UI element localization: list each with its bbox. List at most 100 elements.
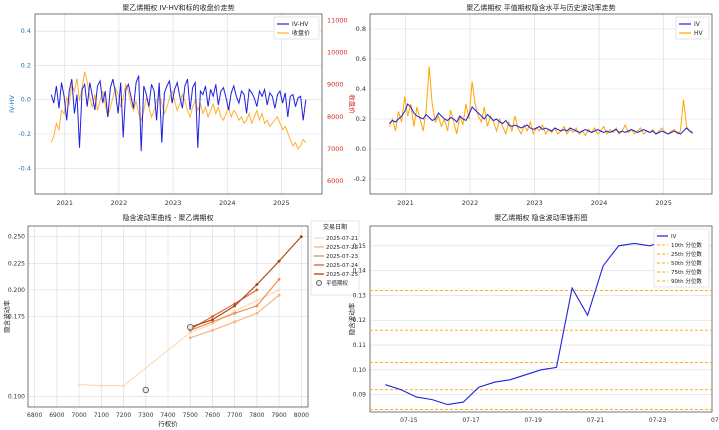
data-point bbox=[233, 302, 237, 306]
series-line-1 bbox=[388, 66, 693, 137]
data-point bbox=[277, 288, 281, 292]
legend-label: 50th 分位数 bbox=[671, 259, 702, 267]
legend-label: 2025-07-23 bbox=[326, 254, 358, 260]
data-point bbox=[188, 331, 192, 334]
legend-label: 平值期权 bbox=[326, 279, 349, 287]
x-tick-label: 2022 bbox=[462, 199, 479, 207]
y-tick-label: 0.4 bbox=[356, 85, 366, 93]
data-point bbox=[77, 383, 81, 387]
y-tick-label: 0.200 bbox=[8, 287, 25, 294]
chart-iv-hv: 2021 2022 2023 2024 2025 0.4 0.2 0.0 -0.2 -0.4 110… bbox=[8, 3, 357, 207]
x-tick-label: 7300 bbox=[138, 412, 153, 419]
x-tick-label: 8000 bbox=[294, 412, 309, 419]
series-line-4 bbox=[190, 236, 302, 328]
y-tick-label: 0.225 bbox=[8, 260, 25, 267]
legend-label: HV bbox=[694, 30, 704, 37]
chart-iv-smile: 6800 6900 7000 7100 7200 7300 7400 7500 7600 7700… bbox=[2, 213, 360, 428]
x-tick-label: 07-15 bbox=[400, 417, 418, 424]
data-point bbox=[277, 293, 281, 297]
y-tick-label: 0.09 bbox=[353, 392, 367, 399]
legend-label: IV bbox=[671, 234, 677, 240]
chart-iv-smile-frame bbox=[27, 225, 309, 408]
series-line-0 bbox=[79, 289, 280, 387]
series-line-0 bbox=[385, 240, 697, 406]
legend-label: 收盘价 bbox=[292, 29, 310, 37]
atm-marker bbox=[187, 323, 194, 331]
legend-label: IV bbox=[694, 21, 701, 28]
data-point bbox=[233, 304, 237, 308]
y-right-tick-label: 10000 bbox=[327, 49, 348, 57]
y-tick-label: 0.11 bbox=[353, 342, 367, 349]
x-tick-label: 2024 bbox=[219, 199, 236, 207]
x-tick-label: 7000 bbox=[71, 412, 86, 419]
y-axis-label: 隐含波动率 bbox=[347, 302, 356, 335]
chart-title: 聚乙烯期权 IV-HV和标的收盘价走势 bbox=[122, 3, 234, 12]
data-point bbox=[233, 309, 237, 313]
x-tick-label: 07-21 bbox=[587, 417, 605, 424]
x-tick-label: 2023 bbox=[165, 199, 182, 207]
x-tick-label: 2022 bbox=[111, 199, 128, 207]
data-point bbox=[122, 384, 125, 388]
y-right-tick-label: 9000 bbox=[327, 81, 344, 89]
y-axis-label: 隐含波动率 bbox=[2, 300, 11, 333]
legend-box bbox=[675, 16, 710, 40]
x-tick-label: 07-23 bbox=[649, 417, 667, 424]
legend-label: 75th 分位数 bbox=[671, 268, 702, 276]
legend-label: 2025-07-24 bbox=[326, 263, 358, 269]
x-tick-label: 07-19 bbox=[525, 417, 543, 424]
data-point bbox=[211, 318, 214, 322]
data-point bbox=[211, 315, 214, 318]
legend: IV HV bbox=[675, 16, 710, 40]
legend-label: IV-HV bbox=[292, 21, 309, 28]
x-tick-label: 07-17 bbox=[462, 417, 480, 424]
y-tick-label: 0.2 bbox=[356, 115, 366, 123]
y-tick-label: 0.100 bbox=[8, 393, 25, 400]
chart-iv-cone-frame bbox=[369, 225, 713, 413]
y-tick-label: -0.2 bbox=[353, 175, 366, 183]
x-tick-label: 2024 bbox=[591, 199, 608, 207]
atm-marker bbox=[142, 386, 149, 394]
data-point bbox=[233, 320, 237, 324]
y-tick-label: 0.15 bbox=[353, 243, 367, 250]
data-point bbox=[188, 336, 192, 340]
data-point bbox=[255, 299, 259, 302]
series-line-0 bbox=[389, 103, 693, 135]
legend-label: 25th 分位数 bbox=[671, 250, 702, 258]
x-tick-label: 7400 bbox=[160, 412, 175, 419]
chart-title: 聚乙烯期权 平值期权隐含水平与历史波动率走势 bbox=[466, 3, 615, 12]
y-tick-label: 0.10 bbox=[353, 367, 367, 374]
legend-label: 10th 分位数 bbox=[671, 241, 702, 249]
x-tick-label: 7900 bbox=[271, 412, 286, 419]
x-tick-label: 6800 bbox=[27, 412, 42, 419]
y-tick-label: 0.14 bbox=[353, 268, 367, 275]
legend-label: 90th 分位数 bbox=[671, 277, 702, 285]
y-tick-label: 0.4 bbox=[21, 27, 31, 35]
y-tick-label: 0.250 bbox=[8, 234, 25, 241]
legend-label: 2025-07-21 bbox=[326, 236, 358, 242]
y-tick-label: -0.4 bbox=[18, 164, 31, 172]
y-tick-label: 0.0 bbox=[21, 96, 31, 104]
data-point bbox=[299, 235, 303, 239]
chart-iv-vs-hv-frame bbox=[369, 13, 713, 195]
y-right-axis-label: 收盘价 bbox=[348, 94, 357, 114]
x-tick-label: 2025 bbox=[655, 199, 672, 207]
y-right-tick-label: 8000 bbox=[327, 113, 344, 121]
data-point bbox=[211, 322, 214, 326]
x-tick-label: 7200 bbox=[116, 412, 131, 419]
y-tick-label: 0.2 bbox=[21, 61, 31, 69]
data-point bbox=[255, 288, 259, 292]
legend-title: 交易日期 bbox=[323, 223, 347, 231]
data-point bbox=[99, 384, 103, 388]
series-line-0 bbox=[50, 75, 307, 152]
data-point bbox=[211, 328, 214, 332]
data-point bbox=[277, 259, 281, 263]
y-tick-label: 0.175 bbox=[8, 314, 25, 321]
chart-iv-vs-hv: 2021 2022 2023 2024 2025 0.8 0.6 0.4 0.2 0.0 -0.2 聚… bbox=[353, 3, 713, 207]
x-tick-label: 7500 bbox=[183, 412, 198, 419]
chart-iv-hv-frame bbox=[34, 13, 323, 195]
legend-swatch bbox=[315, 279, 322, 286]
chart-title: 聚乙烯期权 隐含波动率锥形图 bbox=[494, 213, 587, 222]
x-tick-label: 2021 bbox=[397, 199, 414, 207]
